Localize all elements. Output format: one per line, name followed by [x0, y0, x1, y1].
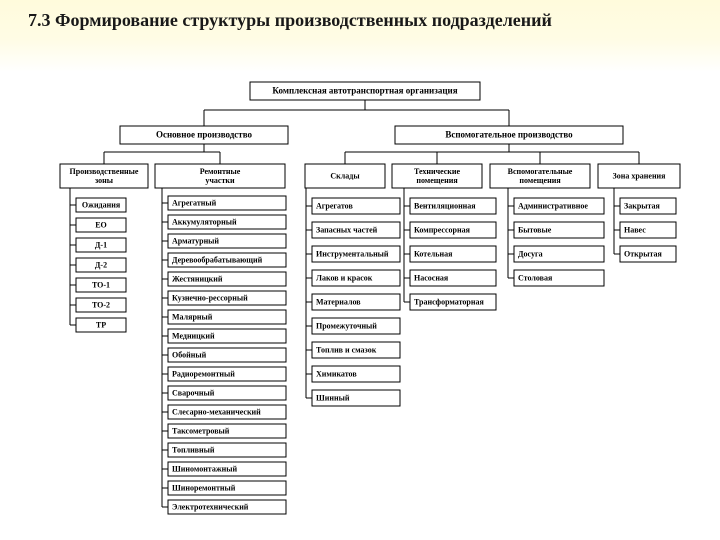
- svg-text:Столовая: Столовая: [518, 273, 553, 282]
- svg-text:Вспомогательное производство: Вспомогательное производство: [445, 130, 573, 140]
- svg-text:Компрессорная: Компрессорная: [414, 225, 471, 234]
- svg-text:Промежуточный: Промежуточный: [316, 321, 377, 330]
- svg-text:Арматурный: Арматурный: [172, 236, 219, 245]
- svg-text:Досуга: Досуга: [518, 249, 543, 258]
- svg-text:Трансформаторная: Трансформаторная: [414, 297, 484, 306]
- svg-text:помещения: помещения: [519, 176, 561, 185]
- svg-text:Запасных частей: Запасных частей: [316, 225, 378, 234]
- svg-text:ЕО: ЕО: [95, 220, 107, 229]
- svg-text:Д-1: Д-1: [95, 240, 107, 249]
- svg-text:Инструментальный: Инструментальный: [316, 249, 389, 258]
- svg-text:Агрегатный: Агрегатный: [172, 198, 217, 207]
- svg-text:Вентиляционная: Вентиляционная: [414, 201, 476, 210]
- svg-text:Топливный: Топливный: [172, 445, 215, 454]
- svg-text:Жестяницкий: Жестяницкий: [172, 274, 223, 283]
- svg-text:Ремонтные: Ремонтные: [200, 167, 241, 176]
- svg-text:Агрегатов: Агрегатов: [316, 201, 353, 210]
- svg-text:Электротехнический: Электротехнический: [172, 502, 249, 511]
- svg-text:ТО-2: ТО-2: [92, 300, 110, 309]
- svg-text:Вспомогательные: Вспомогательные: [508, 167, 573, 176]
- svg-text:Основное производство: Основное производство: [156, 130, 253, 140]
- svg-text:Шинный: Шинный: [316, 393, 350, 402]
- svg-text:Шиномонтажный: Шиномонтажный: [172, 464, 237, 473]
- svg-text:Лаков и красок: Лаков и красок: [316, 273, 373, 282]
- svg-text:Топлив и смазок: Топлив и смазок: [316, 345, 377, 354]
- svg-text:Насосная: Насосная: [414, 273, 449, 282]
- svg-text:Сварочный: Сварочный: [172, 388, 215, 397]
- svg-text:Шиноремонтный: Шиноремонтный: [172, 483, 236, 492]
- svg-text:ТР: ТР: [96, 320, 106, 329]
- svg-text:Обойный: Обойный: [172, 350, 207, 359]
- svg-text:помещения: помещения: [416, 176, 458, 185]
- svg-text:Кузнечно-рессорный: Кузнечно-рессорный: [172, 293, 248, 302]
- svg-text:Котельная: Котельная: [414, 249, 453, 258]
- svg-text:Слесарно-механический: Слесарно-механический: [172, 407, 261, 416]
- svg-text:Аккумуляторный: Аккумуляторный: [172, 217, 237, 226]
- svg-text:Зона хранения: Зона хранения: [613, 171, 667, 180]
- svg-text:Технические: Технические: [414, 167, 461, 176]
- svg-text:Материалов: Материалов: [316, 297, 361, 306]
- svg-text:ТО-1: ТО-1: [92, 280, 110, 289]
- svg-text:участки: участки: [205, 176, 235, 185]
- svg-text:Навес: Навес: [624, 225, 646, 234]
- svg-text:Деревообрабатывающий: Деревообрабатывающий: [172, 255, 263, 264]
- svg-text:Медницкий: Медницкий: [172, 331, 215, 340]
- svg-text:Закрытая: Закрытая: [624, 201, 661, 210]
- svg-text:Таксометровый: Таксометровый: [172, 426, 230, 435]
- svg-text:Малярный: Малярный: [172, 312, 213, 321]
- svg-text:Административное: Административное: [518, 201, 588, 210]
- svg-text:Склады: Склады: [330, 171, 360, 180]
- svg-text:Д-2: Д-2: [95, 260, 107, 269]
- svg-text:Бытовые: Бытовые: [518, 225, 552, 234]
- svg-text:Ожидания: Ожидания: [82, 200, 121, 209]
- svg-text:зоны: зоны: [95, 176, 114, 185]
- org-chart: Комплексная автотранспортная организация…: [0, 0, 720, 540]
- svg-text:Производственные: Производственные: [70, 167, 139, 176]
- svg-text:Открытая: Открытая: [624, 249, 662, 258]
- svg-text:Химикатов: Химикатов: [316, 369, 357, 378]
- svg-text:Радиоремонтный: Радиоремонтный: [172, 369, 235, 378]
- svg-text:Комплексная автотранспортная о: Комплексная автотранспортная организация: [272, 86, 457, 96]
